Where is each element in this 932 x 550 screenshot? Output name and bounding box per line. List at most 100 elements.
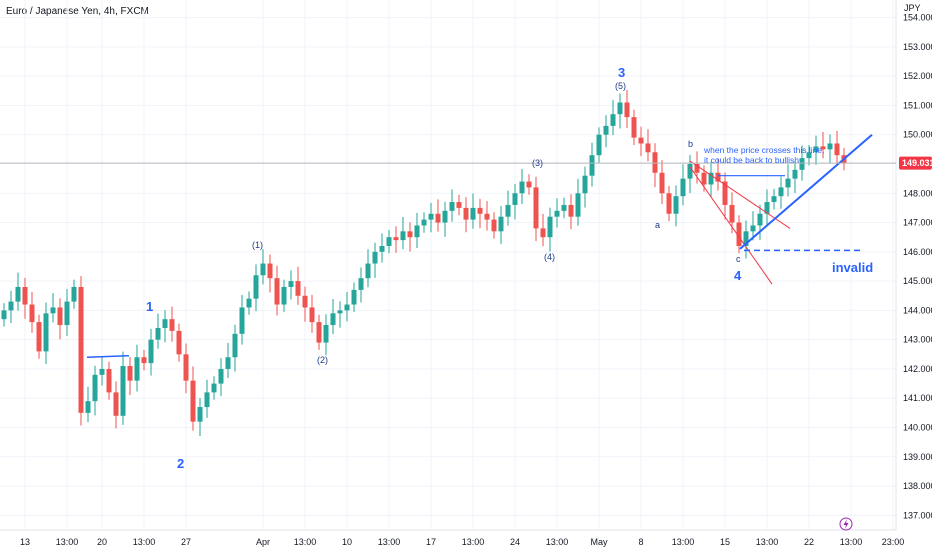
candle-body xyxy=(785,178,791,188)
candle-body xyxy=(302,295,308,308)
lightning-icon[interactable] xyxy=(839,517,853,531)
subwave-4-label: (4) xyxy=(544,252,555,262)
wave-2-label: 2 xyxy=(177,456,184,471)
candle-body xyxy=(393,237,399,241)
grid-lines xyxy=(0,0,896,530)
time-tick-label: 10 xyxy=(342,537,352,547)
candle-body xyxy=(337,310,343,314)
candle-body xyxy=(820,146,826,150)
candle-body xyxy=(281,286,287,305)
wave-4-label: 4 xyxy=(734,268,742,283)
candle-body xyxy=(57,307,63,326)
candle-body xyxy=(141,357,147,364)
candle-body xyxy=(610,114,616,126)
candle-body xyxy=(645,143,651,153)
channel-lower-line xyxy=(689,166,773,285)
candle-body xyxy=(232,333,238,358)
candle-body xyxy=(715,172,721,182)
candle-body xyxy=(22,286,28,305)
time-axis[interactable]: 13 13:00 20 13:00 27 Apr 13:00 10 13:00 17 13:00 24… xyxy=(20,537,904,547)
price-tick-label: 151.000 xyxy=(903,100,932,110)
price-tick-label: 142.000 xyxy=(903,364,932,374)
candle-body xyxy=(218,368,224,384)
time-tick-label: 13:00 xyxy=(56,537,79,547)
candle-body xyxy=(15,286,21,302)
candle-body xyxy=(771,196,777,203)
candle-body xyxy=(225,357,231,369)
candle-body xyxy=(295,281,301,296)
candle-body xyxy=(708,172,714,185)
candle-body xyxy=(260,263,266,276)
candle-body xyxy=(505,204,511,217)
candle-body xyxy=(813,146,819,153)
drawings-layer xyxy=(86,133,873,358)
candle-body xyxy=(463,207,469,220)
candle-body xyxy=(407,231,413,238)
channel-upper-line xyxy=(689,160,791,229)
candle-body xyxy=(309,307,315,323)
candle-body xyxy=(400,231,406,241)
candle-body xyxy=(834,143,840,156)
candle-body xyxy=(701,172,707,185)
time-tick-label: 13:00 xyxy=(133,537,156,547)
candle-body xyxy=(757,213,763,226)
last-price-tag xyxy=(899,156,932,170)
candle-body xyxy=(736,222,742,246)
candle-body xyxy=(379,245,385,252)
candle-body xyxy=(582,175,588,194)
candle-body xyxy=(596,134,602,156)
candle-body xyxy=(652,152,658,173)
candle-body xyxy=(316,322,322,343)
price-tick-label: 147.000 xyxy=(903,218,932,228)
candle-body xyxy=(554,210,560,217)
candle-body xyxy=(547,216,553,238)
resistance-line-1 xyxy=(86,355,130,358)
price-tick-label: 145.000 xyxy=(903,276,932,286)
time-tick-label: 13 xyxy=(20,537,30,547)
candle-body xyxy=(673,196,679,214)
candle-body xyxy=(211,383,217,393)
price-tick-label: 137.000 xyxy=(903,510,932,520)
price-tick-label: 144.000 xyxy=(903,305,932,315)
candle-body xyxy=(85,401,91,413)
candle-body xyxy=(386,237,392,246)
candle-body xyxy=(421,219,427,226)
wave-3-label: 3 xyxy=(618,65,625,80)
price-tick-label: 154.000 xyxy=(903,13,932,23)
candle-body xyxy=(666,193,672,214)
price-tick-label: 143.000 xyxy=(903,335,932,345)
candle-body xyxy=(365,263,371,279)
candle-body xyxy=(323,325,329,343)
candle-body xyxy=(372,251,378,264)
candle-body xyxy=(631,117,637,138)
candle-body xyxy=(351,289,357,305)
candle-body xyxy=(659,172,665,194)
price-axis[interactable]: 154.000 153.000 152.000 151.000 150.000 148.0… xyxy=(903,13,932,521)
candle-body xyxy=(694,163,700,173)
candle-body xyxy=(680,178,686,197)
last-price-label: 149.031 xyxy=(902,158,932,168)
candle-body xyxy=(778,187,784,197)
price-tick-label: 152.000 xyxy=(903,71,932,81)
time-tick-label: 13:00 xyxy=(378,537,401,547)
candle-body xyxy=(624,102,630,118)
candle-body xyxy=(344,304,350,311)
chart-title: Euro / Japanese Yen, 4h, FXCM xyxy=(6,6,149,17)
candle-body xyxy=(330,313,336,326)
candle-body xyxy=(568,204,574,217)
time-tick-label: 13:00 xyxy=(672,537,695,547)
time-tick-label: 22 xyxy=(804,537,814,547)
price-tick-label: 141.000 xyxy=(903,393,932,403)
trendline-support xyxy=(739,133,873,250)
candle-body xyxy=(1,310,7,320)
candle-body xyxy=(729,204,735,223)
candle-body xyxy=(253,275,259,299)
candles-layer xyxy=(1,89,847,437)
price-tick-label: 146.000 xyxy=(903,247,932,257)
subwave-1-label: (1) xyxy=(252,240,263,250)
candle-body xyxy=(148,339,154,364)
subwave-2-label: (2) xyxy=(317,355,328,365)
candle-body xyxy=(169,319,175,331)
wave-c-label: c xyxy=(736,254,741,264)
